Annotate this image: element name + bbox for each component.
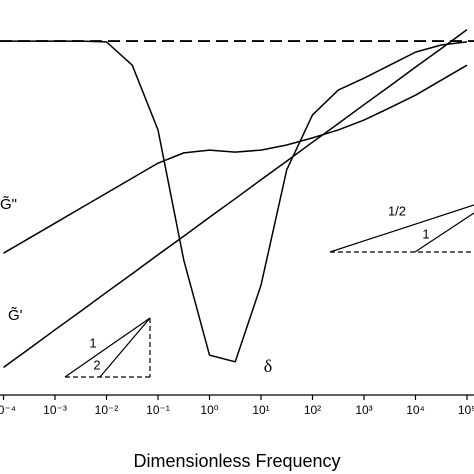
data-line (3, 40, 468, 363)
annotation: δ (264, 356, 272, 376)
slope-triangle-left (64, 317, 151, 378)
x-tick-label: 10³ (355, 403, 372, 417)
annotation: 1 (422, 226, 429, 241)
x-tick-label: 10⁴ (406, 403, 425, 417)
annotation: 2 (93, 357, 100, 372)
x-tick-label: 10⁻⁴ (0, 403, 16, 417)
x-axis-label: Dimensionless Frequency (133, 451, 340, 471)
annotation: G̃" (0, 195, 17, 212)
annotation: G̃' (8, 306, 23, 323)
x-tick-label: 10⁻³ (43, 403, 67, 417)
annotation: 1 (89, 335, 96, 350)
x-tick-label: 10⁻² (95, 403, 119, 417)
x-tick-label: 10⁰ (200, 403, 218, 417)
slope-triangle-right (329, 204, 474, 253)
x-tick-label: 10⁵ (458, 403, 474, 417)
data-line (3, 64, 468, 254)
x-tick-label: 10¹ (252, 403, 269, 417)
data-line (3, 29, 468, 368)
x-tick-label: 10⁻¹ (146, 403, 170, 417)
annotation: 1/2 (388, 203, 406, 218)
x-tick-label: 10² (304, 403, 321, 417)
